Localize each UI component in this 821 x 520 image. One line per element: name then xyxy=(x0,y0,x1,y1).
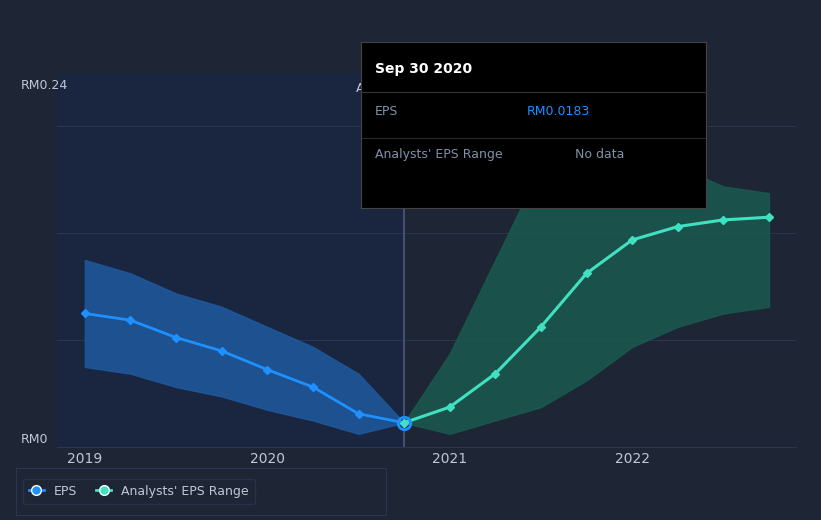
Text: Actual: Actual xyxy=(355,82,395,95)
Text: RM0.0183: RM0.0183 xyxy=(527,105,590,118)
Text: No data: No data xyxy=(575,148,625,161)
Text: Sep 30 2020: Sep 30 2020 xyxy=(375,61,472,75)
Text: Analysts' EPS Range: Analysts' EPS Range xyxy=(375,148,502,161)
Text: RM0: RM0 xyxy=(21,433,48,446)
Bar xyxy=(57,73,404,447)
Text: EPS: EPS xyxy=(375,105,398,118)
Text: Analysts Forecasts: Analysts Forecasts xyxy=(419,82,535,95)
Text: RM0.24: RM0.24 xyxy=(21,79,68,93)
Legend: EPS, Analysts' EPS Range: EPS, Analysts' EPS Range xyxy=(23,478,255,504)
